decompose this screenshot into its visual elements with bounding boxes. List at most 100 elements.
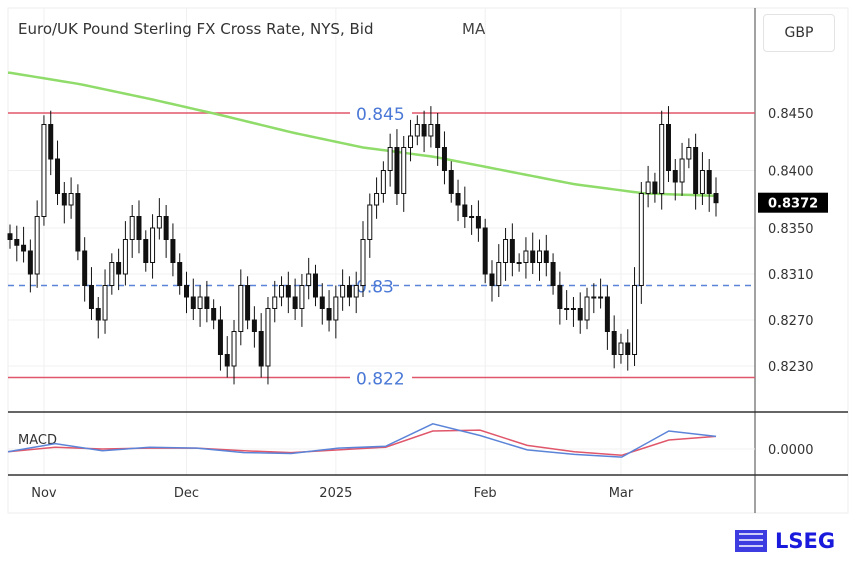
candle-body [530, 250, 536, 263]
candle-body [679, 158, 685, 183]
x-tick-label: Nov [31, 486, 57, 501]
candle-body [550, 262, 556, 286]
candle-body [319, 296, 325, 309]
macd-signal-line [7, 429, 717, 457]
candle-body [448, 170, 454, 194]
candle-body [217, 319, 223, 355]
x-tick-label: Mar [609, 486, 634, 501]
candle-body [428, 124, 434, 137]
candle-body [401, 147, 407, 194]
candle-body [116, 262, 122, 275]
last-price-tag [758, 192, 828, 213]
candle-body [21, 244, 27, 252]
candle-body [177, 262, 183, 286]
candle-body [509, 239, 515, 263]
candle-body [672, 170, 678, 183]
candle-body [408, 135, 414, 148]
y-tick-label: 0.8270 [768, 314, 814, 329]
y-tick-label: 0.8400 [768, 165, 814, 180]
candle-body [577, 308, 583, 321]
x-tick-label: 2025 [319, 486, 352, 501]
candle-body [14, 239, 20, 246]
candle-body [706, 170, 712, 194]
candle-body [686, 147, 692, 160]
candle-body [224, 354, 230, 367]
candle-body [632, 285, 638, 355]
candle-body [584, 296, 590, 321]
chart-frame [7, 7, 849, 514]
candle-body [170, 239, 176, 263]
macd-line [7, 423, 717, 458]
candle-body [353, 285, 359, 298]
candle-body [435, 124, 441, 148]
candle-body [245, 285, 251, 321]
candle-body [523, 250, 529, 263]
currency-button[interactable]: GBP [763, 14, 835, 52]
candle-body [326, 308, 332, 321]
candle-body [496, 262, 502, 286]
candle-body [82, 250, 88, 286]
y-tick-label: 0.8450 [768, 107, 814, 122]
lseg-crest-icon [735, 530, 767, 552]
candle-body [693, 147, 699, 194]
y-tick-label: 0.8230 [768, 360, 814, 375]
candle-body [387, 147, 393, 171]
candle-body [346, 285, 352, 298]
candle-body [306, 273, 312, 286]
candle-body [197, 296, 203, 309]
candle-body [441, 147, 447, 171]
candle-body [279, 285, 285, 298]
candle-body [136, 216, 142, 240]
candle-body [340, 285, 346, 298]
candle-body [394, 147, 400, 194]
candle-body [109, 262, 115, 286]
candle-body [285, 285, 291, 298]
candle-body [333, 296, 339, 321]
candle-body [48, 124, 54, 160]
candle-body [34, 216, 40, 275]
candle-body [713, 193, 719, 204]
candle-body [360, 239, 366, 286]
x-tick-label: Feb [474, 486, 497, 501]
candle-body [88, 285, 94, 309]
candle-body [367, 204, 373, 240]
candle-body [665, 124, 671, 171]
candle-body [150, 227, 156, 263]
x-tick-label: Dec [174, 486, 199, 501]
candle-body [625, 342, 631, 355]
candle-body [41, 124, 47, 217]
candle-body [129, 216, 135, 240]
lseg-logo: LSEG [733, 528, 835, 554]
candle-body [299, 285, 305, 309]
candle-body [604, 296, 610, 332]
ma-indicator-label[interactable]: MA [462, 20, 486, 38]
candle-body [156, 216, 162, 229]
macd-label: MACD [18, 433, 57, 448]
candle-body [414, 124, 420, 137]
candle-body [190, 296, 196, 309]
candle-body [272, 296, 278, 309]
candle-body [251, 319, 257, 332]
candle-body [645, 181, 651, 194]
candle-body [122, 239, 128, 275]
candle-body [638, 193, 644, 286]
candle-body [455, 193, 461, 206]
moving-average-line [8, 71, 717, 198]
candle-body [652, 181, 658, 194]
candle-body [516, 262, 522, 264]
candle-body [469, 216, 475, 218]
y-tick-label: 0.8350 [768, 222, 814, 237]
level-label-bg [350, 102, 412, 124]
candle-body [312, 273, 318, 298]
candle-body [95, 308, 101, 321]
candle-body [75, 193, 81, 252]
candle-body [482, 227, 488, 275]
candle-body [143, 239, 149, 263]
candle-body [204, 296, 210, 309]
candle-body [699, 170, 705, 194]
level-label: 0.845 [356, 105, 405, 125]
candle-body [211, 308, 217, 321]
candle-body [231, 331, 237, 367]
